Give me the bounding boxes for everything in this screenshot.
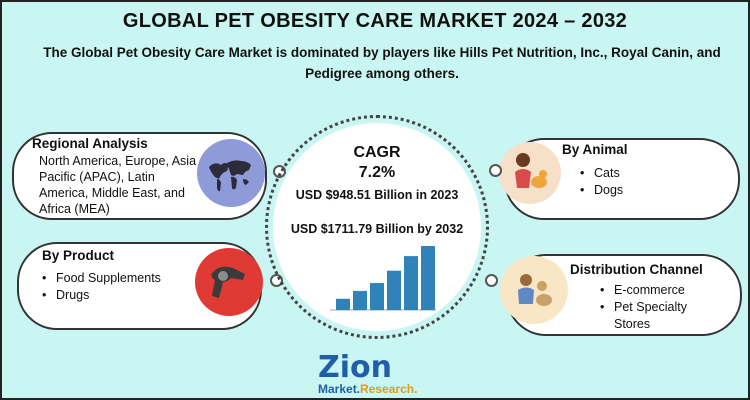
- regional-title: Regional Analysis: [32, 136, 148, 151]
- cagr-value: 7.2%: [358, 164, 396, 181]
- page-subtitle: The Global Pet Obesity Care Market is do…: [43, 45, 721, 81]
- list-item: Food Supplements: [42, 270, 161, 287]
- growth-bar-chart: [330, 246, 436, 311]
- value-2023: USD $948.51 Billion in 2023: [295, 188, 459, 202]
- chart-bar: [336, 298, 350, 310]
- chart-bar: [353, 290, 367, 310]
- chart-bar: [421, 246, 435, 310]
- distribution-list: E-commerce Pet Specialty Stores: [600, 282, 710, 333]
- value-2032: USD $1711.79 Billion by 2032: [290, 222, 464, 236]
- list-item: Cats: [580, 165, 623, 182]
- regional-text: North America, Europe, Asia Pacific (APA…: [39, 154, 197, 216]
- chart-bar: [404, 256, 418, 310]
- pet-family-icon: [500, 256, 568, 324]
- logo-subtext: Market.Research.: [318, 382, 417, 396]
- world-map-icon: [197, 139, 265, 207]
- distribution-title: Distribution Channel: [570, 262, 703, 277]
- animal-title: By Animal: [562, 142, 628, 157]
- product-list: Food Supplements Drugs: [42, 270, 161, 304]
- chart-bar: [387, 270, 401, 310]
- animal-list: Cats Dogs: [580, 165, 623, 199]
- list-item: Pet Specialty Stores: [600, 299, 710, 333]
- center-ring: [265, 115, 489, 339]
- cagr-label: CAGR: [353, 144, 401, 161]
- distribution-connector-dot: [485, 274, 498, 287]
- pet-owner-icon: [499, 142, 561, 204]
- chart-bar: [370, 283, 384, 310]
- hair-dryer-icon: [195, 248, 263, 316]
- logo-sub-b: Research.: [360, 382, 418, 396]
- list-item: Drugs: [42, 287, 161, 304]
- list-item: Dogs: [580, 182, 623, 199]
- logo-wordmark: Zion: [318, 350, 393, 385]
- page-title: GLOBAL PET OBESITY CARE MARKET 2024 – 20…: [122, 10, 628, 32]
- logo-sub-a: Market.: [318, 382, 361, 396]
- list-item: E-commerce: [600, 282, 710, 299]
- product-title: By Product: [42, 248, 115, 263]
- animal-connector-dot: [489, 164, 502, 177]
